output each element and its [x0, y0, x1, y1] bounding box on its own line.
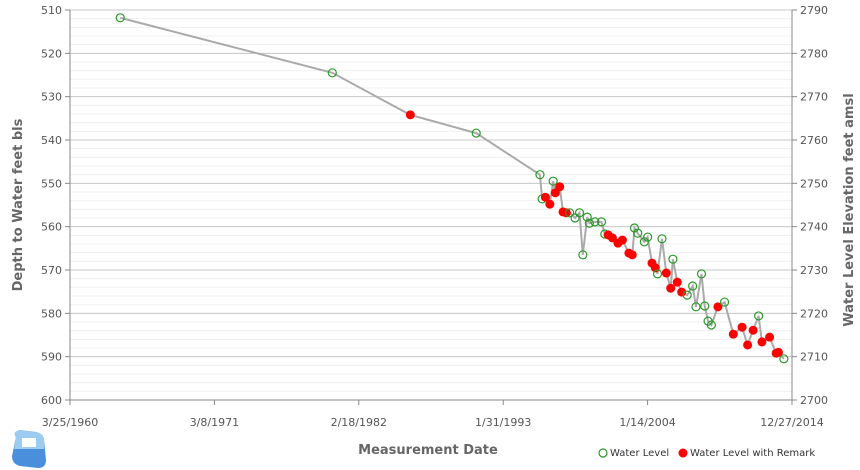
point-water-level	[327, 68, 337, 78]
point-water-level	[633, 228, 643, 238]
x-tick-label: 2/18/1982	[331, 416, 387, 429]
point-water-level-remark	[617, 235, 627, 245]
x-tick-label: 3/8/1971	[190, 416, 239, 429]
x-tick-label: 12/27/2014	[760, 416, 823, 429]
point-water-level	[548, 176, 558, 186]
point-water-level-remark	[666, 283, 676, 293]
legend-marker-water-level	[598, 448, 608, 458]
point-water-level-remark	[661, 268, 671, 278]
x-axis-title: Measurement Date	[358, 443, 498, 458]
point-water-level	[565, 208, 575, 218]
point-water-level-remark	[728, 329, 738, 339]
point-water-level	[639, 237, 649, 247]
y2-tick-label: 2780	[800, 47, 828, 60]
y2-tick-label: 2740	[800, 221, 828, 234]
point-water-level-remark	[748, 325, 758, 335]
point-water-level-remark	[677, 287, 687, 297]
y-axis-title: Depth to Water feet bls	[11, 118, 26, 291]
y-tick-label: 520	[41, 47, 62, 60]
point-water-level	[696, 269, 707, 279]
point-water-level-remark	[555, 182, 565, 192]
point-water-level	[629, 223, 640, 233]
point-water-level-remark	[672, 277, 682, 287]
legend-item-water-level-remark[interactable]: Water Level with Remark	[678, 448, 816, 459]
y-tick-label: 540	[41, 134, 62, 147]
point-water-level	[596, 217, 607, 227]
point-water-level	[590, 217, 600, 227]
x-tick-label: 1/14/2004	[619, 416, 675, 429]
point-water-level	[471, 128, 481, 138]
point-water-level	[584, 218, 594, 228]
point-water-level-remark	[561, 208, 571, 218]
point-water-level-remark	[545, 199, 555, 209]
y2-tick-label: 2750	[800, 177, 828, 190]
point-water-level-remark	[627, 250, 637, 260]
y2-tick-label: 2730	[800, 264, 828, 277]
point-water-level	[115, 13, 125, 23]
y2-tick-label: 2790	[800, 4, 828, 17]
y2-axis-title: Water Level Elevation feet amsl	[842, 93, 857, 326]
point-water-level	[657, 234, 667, 244]
water-level-line	[119, 16, 785, 360]
point-water-level	[668, 254, 678, 264]
point-water-level	[688, 281, 698, 291]
point-water-level	[779, 354, 789, 364]
x-tick-label: 1/31/1993	[475, 416, 531, 429]
point-water-level	[700, 301, 710, 311]
y-tick-label: 580	[41, 307, 62, 320]
legend-item-water-level[interactable]: Water Level	[598, 448, 669, 459]
y-tick-label: 590	[41, 351, 62, 364]
y-tick-label: 530	[41, 91, 62, 104]
axes: 510 2790 520 2780 530 2770 540 2760 550 2750 560 27…	[41, 4, 828, 429]
point-water-level	[582, 212, 592, 222]
y-tick-label: 600	[41, 394, 62, 407]
y-tick-label: 570	[41, 264, 62, 277]
point-water-level-remark	[757, 337, 767, 347]
point-water-level-remark	[713, 302, 723, 312]
point-water-level	[643, 232, 653, 242]
point-water-level	[691, 302, 701, 312]
data-points	[115, 13, 789, 364]
y2-tick-label: 2710	[800, 351, 828, 364]
point-water-level	[682, 290, 692, 300]
point-water-level-remark	[743, 340, 753, 350]
x-tick-label: 3/25/1960	[42, 416, 98, 429]
point-water-level-remark	[405, 110, 415, 120]
point-water-level	[652, 269, 663, 279]
point-water-level-remark	[765, 332, 775, 342]
y-tick-label: 510	[41, 4, 62, 17]
point-water-level-remark	[737, 322, 747, 332]
point-water-level	[574, 208, 585, 218]
point-water-level	[754, 311, 764, 321]
legend-marker-water-level-remark	[678, 448, 688, 458]
point-water-level-remark	[540, 192, 550, 202]
legend-label-water-level-remark: Water Level with Remark	[690, 448, 815, 459]
y2-tick-label: 2770	[800, 91, 828, 104]
water-drop-logo	[12, 430, 46, 468]
y2-tick-label: 2700	[800, 394, 828, 407]
point-water-level	[706, 320, 716, 330]
legend-label-water-level: Water Level	[610, 448, 669, 459]
point-water-level	[719, 297, 730, 307]
point-water-level	[578, 250, 588, 260]
point-water-level-remark	[773, 347, 783, 357]
y2-tick-label: 2720	[800, 307, 828, 320]
grid	[70, 9, 792, 401]
y2-tick-label: 2760	[800, 134, 828, 147]
series-line	[119, 16, 785, 360]
y-tick-label: 550	[41, 177, 62, 190]
y-tick-label: 560	[41, 221, 62, 234]
legend: Water Level Water Level with Remark	[598, 448, 816, 459]
point-water-level	[535, 170, 545, 180]
